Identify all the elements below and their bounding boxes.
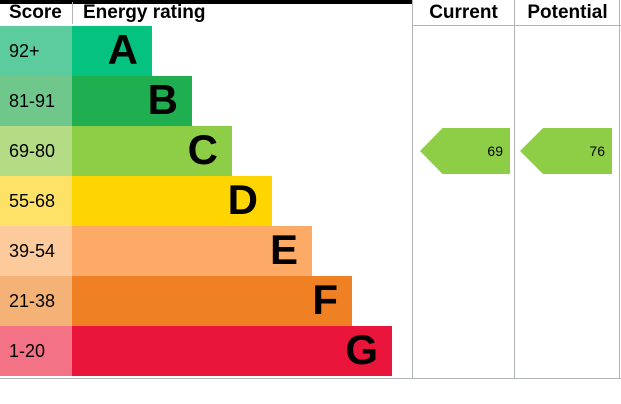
score-range-cell: 21-38 <box>0 276 72 326</box>
rating-letter: E <box>269 226 298 273</box>
current-rating-arrow: 69 <box>420 128 510 174</box>
potential-rating-value: 76 <box>589 143 605 159</box>
rating-band-row: 55-68 D <box>0 176 413 226</box>
current-column-header: Current <box>429 2 498 23</box>
rating-bar: C <box>72 126 232 176</box>
score-range-label: 39-54 <box>9 241 56 261</box>
header-underline <box>0 2 413 4</box>
score-range-cell: 39-54 <box>0 226 72 276</box>
potential-rating-arrow: 76 <box>520 128 612 174</box>
score-range-label: 92+ <box>9 41 40 61</box>
score-range-label: 81-91 <box>9 91 56 111</box>
current-column-divider <box>412 0 413 379</box>
rating-band-row: 92+ A <box>0 26 413 76</box>
score-range-label: 69-80 <box>9 141 56 161</box>
score-range-cell: 55-68 <box>0 176 72 226</box>
rating-band-row: 81-91 B <box>0 76 413 126</box>
potential-column-divider <box>514 0 515 379</box>
rating-band-row: 69-80 C <box>0 126 413 176</box>
rating-bar: E <box>72 226 312 276</box>
rating-letter: C <box>187 126 218 173</box>
potential-column-header: Potential <box>527 2 608 23</box>
score-column-divider <box>72 2 73 24</box>
header-underline-right <box>413 25 621 26</box>
score-range-label: 21-38 <box>9 291 56 311</box>
rating-letter: A <box>107 26 138 73</box>
table-top-border <box>0 0 413 2</box>
score-range-cell: 69-80 <box>0 126 72 176</box>
current-rating-value: 69 <box>487 143 503 159</box>
rating-bar: A <box>72 26 152 76</box>
rating-letter: B <box>147 76 178 123</box>
rating-bar: F <box>72 276 352 326</box>
score-range-label: 55-68 <box>9 191 56 211</box>
rating-band-row: 1-20 G <box>0 326 413 376</box>
table-bottom-border <box>0 378 621 379</box>
score-range-cell: 92+ <box>0 26 72 76</box>
rating-band-row: 39-54 E <box>0 226 413 276</box>
rating-band-row: 21-38 F <box>0 276 413 326</box>
score-range-label: 1-20 <box>9 341 46 361</box>
energy-rating-column-header: Energy rating <box>83 2 206 23</box>
rating-bar: D <box>72 176 272 226</box>
rating-bar: G <box>72 326 392 376</box>
table-right-border <box>619 0 620 379</box>
rating-letter: F <box>312 276 338 323</box>
rating-bands: 92+ A 81-91 B 69-80 C 55-68 D 39-54 <box>0 26 413 376</box>
rating-letter: G <box>345 326 378 373</box>
score-column-header: Score <box>9 2 62 23</box>
score-range-cell: 1-20 <box>0 326 72 376</box>
score-range-cell: 81-91 <box>0 76 72 126</box>
rating-letter: D <box>227 176 258 223</box>
rating-bar: B <box>72 76 192 126</box>
